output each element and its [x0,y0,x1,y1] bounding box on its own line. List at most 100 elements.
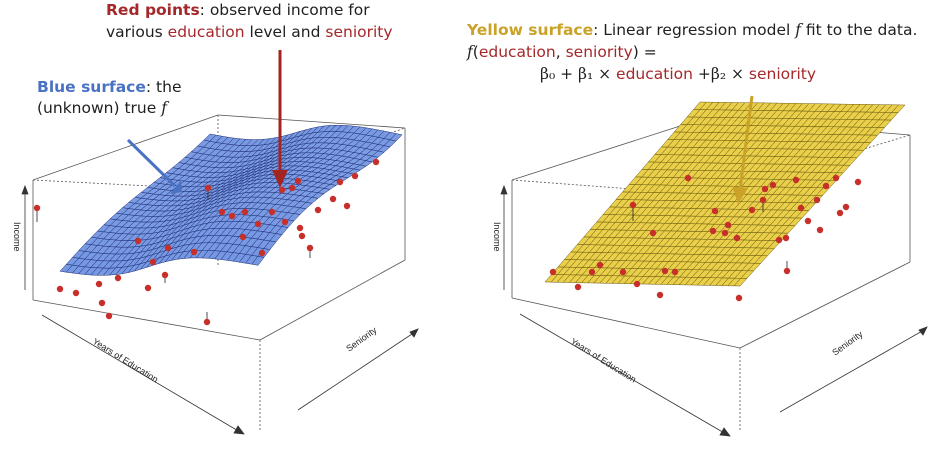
formula-seniority: seniority [565,43,633,61]
data-point [372,158,380,166]
data-point [95,280,103,288]
caption-education: education [167,23,245,41]
data-point [711,207,719,215]
data-point [134,237,142,245]
data-point [761,185,769,193]
right-seniority-label: Seniority [830,329,865,358]
data-point [629,201,637,209]
data-point [804,217,812,225]
data-point [144,284,152,292]
left-seniority-label: Seniority [344,325,379,354]
data-point [329,195,337,203]
data-point [724,221,732,229]
data-point [278,186,286,194]
data-point [203,318,211,326]
data-point [549,268,557,276]
blue-arrow [126,138,182,194]
data-point [574,283,582,291]
right-yellow-surface [544,101,906,287]
data-point [684,174,692,182]
data-point [294,177,302,185]
data-point [816,226,824,234]
yellow-f-symbol: f [795,21,801,39]
data-point [775,236,783,244]
data-point [709,227,717,235]
data-point [733,234,741,242]
data-point [281,218,289,226]
yellow-arrow [732,95,754,204]
data-point [854,178,862,186]
formula-comma: , [555,43,566,61]
data-point [842,203,850,211]
data-point [832,174,840,182]
caption-seniority: seniority [325,23,393,41]
data-point [228,212,236,220]
red-points-title: Red points [106,1,200,19]
data-point [588,268,596,276]
yellow-surface-caption-line1: Yellow surface: Linear regression model … [467,20,917,40]
data-point [792,176,800,184]
right-plot: Income Years of Education Seniority [492,101,928,437]
formula-education: education [478,43,556,61]
data-point [671,268,679,276]
data-point [735,294,743,302]
data-point [314,206,322,214]
red-points-caption-line1: Red points: observed income for [106,0,370,20]
blue-surface-title: Blue surface [37,78,146,96]
red-points-text: : observed income for [199,1,370,19]
data-point [656,291,664,299]
data-point [721,229,729,237]
formula-beta-education: education [616,65,693,83]
data-point [748,206,756,214]
data-point [769,181,777,189]
data-point [218,208,226,216]
right-red-points [549,174,862,302]
formula-beta-seniority: seniority [748,65,817,83]
data-point [298,232,306,240]
blue-surface-text: : the [145,78,182,96]
data-point [336,178,344,186]
blue-unknown-true: (unknown) true [37,99,162,117]
formula-equals: ) = [632,43,657,61]
data-point [782,234,790,242]
data-point [836,209,844,217]
left-red-points [33,158,380,326]
data-point [783,267,791,275]
data-point [596,261,604,269]
data-point [268,208,276,216]
data-point [258,249,266,257]
yellow-text-end: fit to the data. [800,21,918,39]
data-point [822,182,830,190]
caption-level-and: level and [244,23,326,41]
formula-beta2: +β₂ × [692,65,749,83]
yellow-surface-title: Yellow surface [467,21,594,39]
formula-line1: f(education, seniority) = [467,42,657,62]
formula-open: ( [472,43,479,61]
data-point [288,184,296,192]
data-point [241,208,249,216]
left-blue-surface [59,124,403,276]
data-point [619,268,627,276]
right-axis-arrows [500,184,928,437]
data-point [56,285,64,293]
data-point [343,202,351,210]
formula-line2: β₀ + β₁ × education +β₂ × seniority [540,64,816,84]
blue-surface-caption-line2: (unknown) true f [37,98,167,118]
data-point [351,172,359,180]
formula-beta0-beta1: β₀ + β₁ × [540,65,617,83]
right-education-label: Years of Education [569,336,638,384]
data-point [149,258,157,266]
left-income-label: Income [12,222,22,252]
blue-surface-caption-line1: Blue surface: the [37,77,181,97]
surface-cell [733,278,748,287]
data-point [33,204,41,212]
data-point [164,244,172,252]
caption-various: various [106,23,168,41]
red-points-caption-line2: various education level and seniority [106,22,393,42]
yellow-text: : Linear regression model [593,21,796,39]
left-axis-arrows [21,184,419,435]
data-point [105,312,113,320]
data-point [296,224,304,232]
data-point [190,248,198,256]
